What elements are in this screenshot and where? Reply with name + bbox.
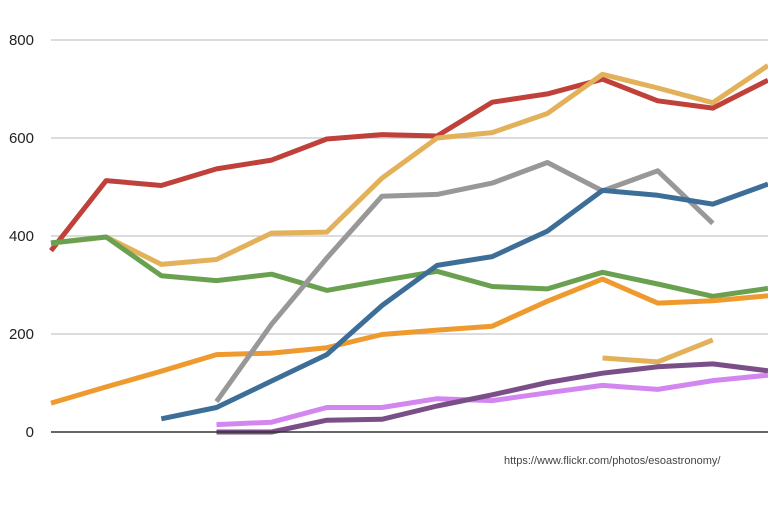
series-line-purple-8: [216, 361, 768, 435]
series-lines: [49, 63, 768, 435]
series-line-light-orange-1: [50, 63, 768, 267]
series-line-gray-4: [214, 160, 715, 404]
y-tick-label: 400: [9, 228, 34, 245]
y-tick-label: 800: [9, 32, 34, 49]
y-tick-label: 0: [26, 424, 34, 441]
series-line-blue-5: [160, 181, 768, 422]
y-tick-label: 600: [9, 130, 34, 147]
series-line-violet-7: [216, 372, 768, 428]
image-credit: https://www.flickr.com/photos/esoastrono…: [504, 455, 721, 467]
series-line-red-0: [49, 76, 768, 253]
series-line-green-2: [50, 234, 768, 299]
y-tick-label: 200: [9, 326, 34, 343]
y-axis-tick-labels: 0 200 400 600 800: [9, 32, 34, 441]
series-line-orange-3: [50, 276, 768, 406]
series-line-light-orange-6: [602, 337, 714, 365]
